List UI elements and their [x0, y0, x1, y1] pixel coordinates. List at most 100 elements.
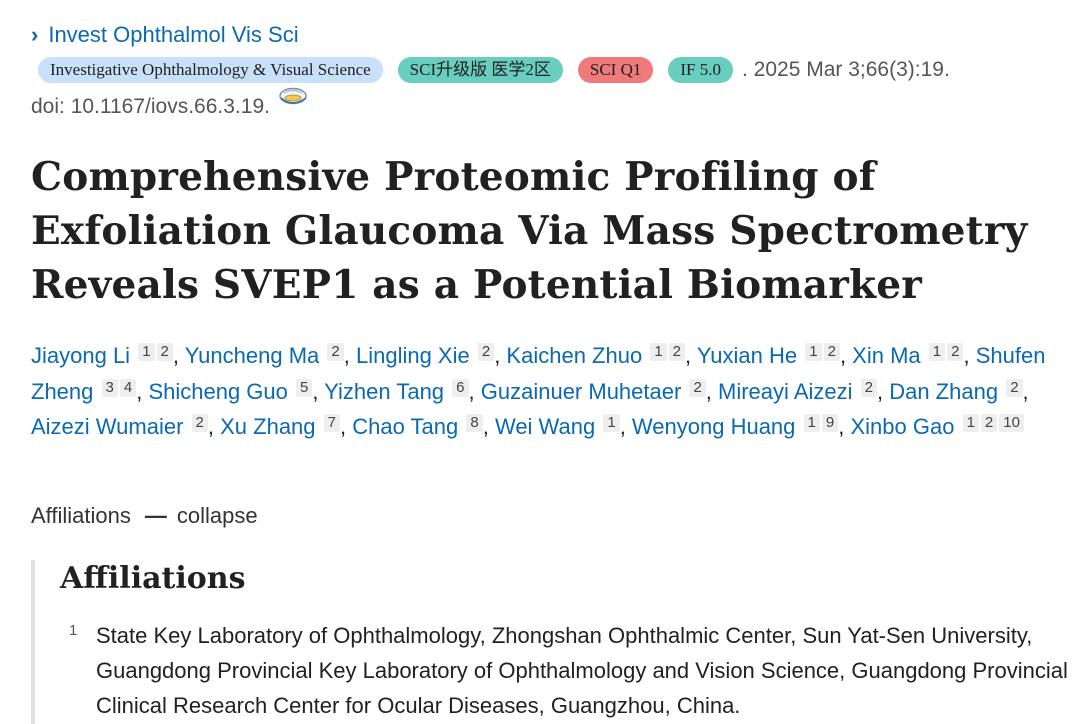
- author-entry: Guzainuer Muhetaer 2,: [480, 378, 719, 404]
- author-separator: ,: [619, 414, 632, 439]
- author-name-link[interactable]: Lingling Xie: [355, 343, 470, 368]
- affiliation-ref-badge[interactable]: 2: [823, 343, 840, 361]
- author-separator: ,: [839, 343, 853, 368]
- author-name-link[interactable]: Dan Zhang: [889, 378, 999, 404]
- author-separator: ,: [1022, 378, 1029, 404]
- author-separator: ,: [468, 378, 481, 404]
- collapse-affiliations-button[interactable]: collapse: [176, 503, 258, 528]
- author-entry: Wei Wang 1,: [495, 414, 632, 439]
- impact-factor-badge[interactable]: IF 5.0: [668, 57, 733, 83]
- author-entry: Shicheng Guo 5,: [148, 378, 325, 404]
- affiliations-toggle-row: Affiliations — collapse: [31, 500, 258, 532]
- quartile-badge[interactable]: SCI Q1: [577, 57, 654, 83]
- affiliation-ref-badge[interactable]: 1: [928, 343, 946, 361]
- author-separator: ,: [343, 343, 356, 368]
- affiliation-ref-badge[interactable]: 2: [668, 343, 685, 361]
- author-name-link[interactable]: Shicheng Guo: [148, 378, 288, 404]
- author-name-link[interactable]: Xinbo Gao: [850, 414, 955, 439]
- affiliation-ref-badge[interactable]: 2: [1006, 378, 1023, 397]
- author-name-link[interactable]: Yuncheng Ma: [184, 343, 320, 368]
- affiliation-ref-badge[interactable]: 1: [138, 343, 155, 361]
- affiliation-ref-badge[interactable]: 2: [477, 343, 495, 361]
- author-name-link[interactable]: Xu Zhang: [220, 414, 316, 439]
- author-name-link[interactable]: Yuxian He: [696, 343, 798, 368]
- affiliation-ref-badge[interactable]: 2: [947, 343, 964, 361]
- article-title: Comprehensive Proteomic Profiling of Exf…: [31, 154, 1028, 308]
- affiliation-ref-badge[interactable]: 5: [296, 378, 313, 397]
- author-entry: Yuncheng Ma 2,: [185, 343, 356, 368]
- author-name-link[interactable]: Yizhen Tang: [324, 378, 445, 404]
- author-name-link[interactable]: Shufen Zheng: [31, 343, 1046, 404]
- author-name-link[interactable]: Kaichen Zhuo: [506, 343, 643, 368]
- journal-name-badge[interactable]: Investigative Ophthalmology & Visual Sci…: [38, 57, 383, 83]
- journal-link-text[interactable]: Invest Ophthalmol Vis Sci: [48, 22, 299, 47]
- affiliation-ref-badge[interactable]: 4: [119, 378, 137, 397]
- affiliation-text: State Key Laboratory of Ophthalmology, Z…: [96, 623, 1068, 718]
- affiliation-ref-badge[interactable]: 2: [860, 378, 877, 397]
- author-entry: Xu Zhang 7,: [220, 414, 352, 439]
- author-separator: ,: [876, 378, 890, 404]
- affiliations-section: Affiliations 1 State Key Laboratory of O…: [31, 560, 1080, 724]
- citation-date: . 2025 Mar 3;66(3):19.: [742, 58, 950, 81]
- author-separator: ,: [136, 378, 149, 404]
- author-separator: ,: [207, 414, 221, 439]
- affiliation-ref-badge[interactable]: 2: [191, 414, 208, 432]
- sci-tier-badge[interactable]: SCI升级版 医学2区: [397, 57, 563, 83]
- author-name-link[interactable]: Aizezi Wumaier: [31, 414, 184, 439]
- affiliation-ref-badge[interactable]: 2: [327, 343, 344, 361]
- affiliation-ref-badge[interactable]: 10: [999, 414, 1024, 432]
- author-entry: Lingling Xie 2,: [356, 343, 506, 368]
- affiliation-ref-badge[interactable]: 9: [821, 414, 839, 432]
- author-entry: Dan Zhang 2,: [889, 378, 1029, 404]
- journal-link[interactable]: › Invest Ophthalmol Vis Sci: [31, 20, 299, 50]
- free-pmc-article-icon[interactable]: [278, 86, 310, 114]
- author-entry: Mireayi Aizezi 2,: [718, 378, 890, 404]
- author-name-link[interactable]: Mireayi Aizezi: [718, 378, 853, 404]
- author-separator: ,: [963, 343, 976, 368]
- author-separator: ,: [312, 378, 325, 404]
- affiliation-ref-badge[interactable]: 2: [980, 414, 998, 432]
- author-separator: ,: [494, 343, 507, 368]
- affiliation-ref-badge[interactable]: 1: [603, 414, 620, 432]
- affiliation-ref-badge[interactable]: 2: [156, 343, 173, 361]
- affiliation-ref-badge[interactable]: 3: [101, 378, 118, 397]
- affiliation-ref-badge[interactable]: 1: [805, 343, 822, 361]
- doi-row: doi: 10.1167/iovs.66.3.19.: [31, 87, 310, 124]
- author-entry: Chao Tang 8,: [352, 414, 495, 439]
- affiliation-ref-badge[interactable]: 1: [803, 414, 820, 432]
- affiliations-heading: Affiliations: [60, 561, 246, 596]
- author-name-link[interactable]: Chao Tang: [352, 414, 459, 439]
- author-separator: ,: [340, 414, 353, 439]
- doi-text[interactable]: doi: 10.1167/iovs.66.3.19.: [31, 95, 270, 118]
- affiliations-toggle-label: Affiliations: [31, 503, 131, 528]
- author-name-link[interactable]: Wei Wang: [494, 414, 596, 439]
- chevron-right-icon: ›: [31, 22, 39, 47]
- journal-badges-row: Investigative Ophthalmology & Visual Sci…: [38, 54, 950, 86]
- affiliation-ref-badge[interactable]: 1: [962, 414, 979, 432]
- author-name-link[interactable]: Xin Ma: [852, 343, 921, 368]
- author-name-link[interactable]: Wenyong Huang: [631, 414, 796, 439]
- author-name-link[interactable]: Guzainuer Muhetaer: [480, 378, 682, 404]
- author-separator: ,: [838, 414, 851, 439]
- dash-icon: —: [144, 503, 167, 528]
- author-entry: Aizezi Wumaier 2,: [31, 414, 220, 439]
- author-separator: ,: [172, 343, 185, 368]
- affiliation-ref-badge[interactable]: 6: [452, 378, 469, 397]
- author-entry: Yizhen Tang 6,: [324, 378, 481, 404]
- author-separator: ,: [685, 343, 697, 368]
- author-entry: Xinbo Gao 1 2 10: [850, 414, 1024, 439]
- affiliation-ref-badge[interactable]: 7: [323, 414, 340, 432]
- affiliation-ref-badge[interactable]: 8: [466, 414, 483, 432]
- affiliation-ref-badge[interactable]: 1: [650, 343, 667, 361]
- author-separator: ,: [705, 378, 719, 404]
- affiliation-ref-badge[interactable]: 2: [689, 378, 706, 397]
- author-name-link[interactable]: Jiayong Li: [31, 343, 131, 368]
- affiliation-number: 1: [69, 622, 78, 639]
